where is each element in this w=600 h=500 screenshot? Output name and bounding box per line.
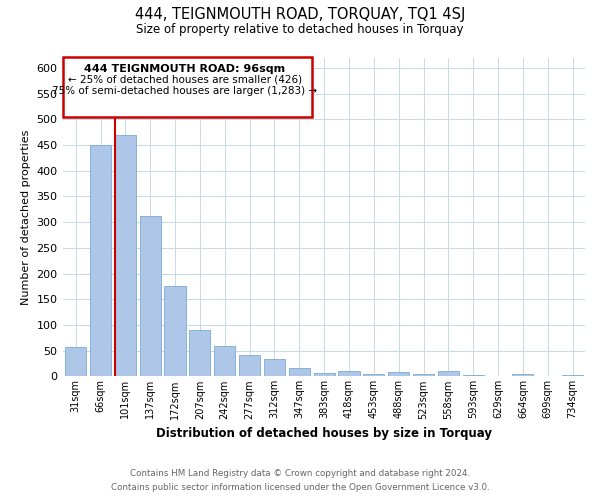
Bar xyxy=(115,134,136,376)
Bar xyxy=(413,374,434,376)
Bar xyxy=(338,371,359,376)
Bar xyxy=(363,374,385,376)
Text: 444 TEIGNMOUTH ROAD: 96sqm: 444 TEIGNMOUTH ROAD: 96sqm xyxy=(85,64,286,74)
Text: Contains HM Land Registry data © Crown copyright and database right 2024.: Contains HM Land Registry data © Crown c… xyxy=(130,468,470,477)
Text: ← 25% of detached houses are smaller (426): ← 25% of detached houses are smaller (42… xyxy=(68,75,302,85)
Bar xyxy=(63,58,311,116)
Bar xyxy=(164,286,185,376)
Bar xyxy=(65,347,86,376)
Bar xyxy=(438,371,459,376)
Bar xyxy=(90,145,111,376)
Bar xyxy=(289,368,310,376)
Y-axis label: Number of detached properties: Number of detached properties xyxy=(21,130,31,304)
Bar xyxy=(512,374,533,376)
Bar xyxy=(264,360,285,376)
Bar xyxy=(314,373,335,376)
X-axis label: Distribution of detached houses by size in Torquay: Distribution of detached houses by size … xyxy=(156,427,492,440)
Text: Contains public sector information licensed under the Open Government Licence v3: Contains public sector information licen… xyxy=(110,484,490,492)
Text: 75% of semi-detached houses are larger (1,283) →: 75% of semi-detached houses are larger (… xyxy=(52,86,317,96)
Bar xyxy=(140,216,161,376)
Bar xyxy=(190,330,211,376)
Bar xyxy=(239,355,260,376)
Text: 444, TEIGNMOUTH ROAD, TORQUAY, TQ1 4SJ: 444, TEIGNMOUTH ROAD, TORQUAY, TQ1 4SJ xyxy=(135,8,465,22)
Bar xyxy=(214,346,235,376)
Bar xyxy=(388,372,409,376)
Bar xyxy=(562,375,583,376)
Text: Size of property relative to detached houses in Torquay: Size of property relative to detached ho… xyxy=(136,22,464,36)
